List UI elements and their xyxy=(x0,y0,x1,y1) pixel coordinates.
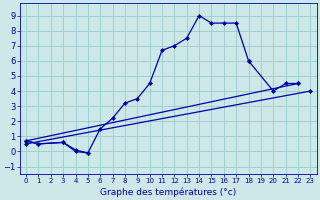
X-axis label: Graphe des températures (°c): Graphe des températures (°c) xyxy=(100,187,236,197)
